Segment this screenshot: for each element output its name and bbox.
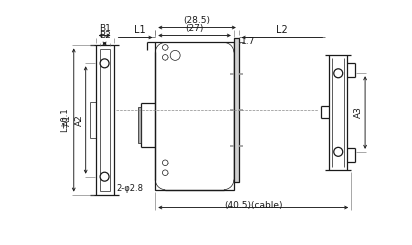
Circle shape — [100, 59, 109, 68]
Text: A2: A2 — [75, 114, 84, 126]
Bar — [155, 42, 234, 190]
Text: B1: B1 — [98, 24, 110, 33]
Circle shape — [162, 170, 168, 175]
Bar — [138, 107, 141, 143]
Text: L1: L1 — [133, 25, 145, 36]
Circle shape — [170, 50, 180, 60]
Circle shape — [334, 147, 343, 156]
Bar — [234, 38, 239, 182]
Text: (27): (27) — [185, 24, 204, 33]
Text: A3: A3 — [354, 107, 363, 119]
Circle shape — [100, 172, 109, 181]
Circle shape — [334, 69, 343, 78]
Text: L±0.1: L±0.1 — [60, 108, 69, 132]
Text: L2: L2 — [276, 25, 288, 36]
Text: A1: A1 — [63, 114, 72, 126]
Text: 1.7: 1.7 — [241, 37, 255, 46]
Text: (28.5): (28.5) — [184, 16, 211, 24]
Circle shape — [162, 55, 168, 60]
Text: (40.5)(cable): (40.5)(cable) — [224, 200, 283, 209]
Circle shape — [162, 45, 168, 50]
Text: B2: B2 — [99, 31, 110, 40]
Circle shape — [162, 160, 168, 166]
Text: 2-φ2.8: 2-φ2.8 — [117, 184, 143, 193]
